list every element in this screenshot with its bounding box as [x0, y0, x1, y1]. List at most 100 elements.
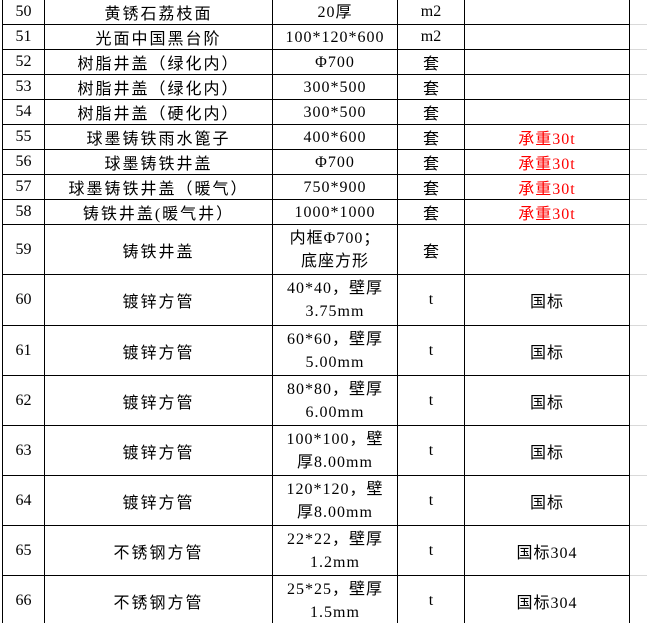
cell-unit[interactable]: 套 [397, 49, 465, 75]
sheet-margin-cell[interactable] [629, 199, 647, 225]
cell-remark[interactable]: 承重30t [464, 174, 630, 200]
cell-row-number[interactable]: 60 [2, 274, 45, 326]
cell-specification[interactable]: 750*900 [272, 174, 398, 200]
cell-remark[interactable]: 承重30t [464, 199, 630, 225]
cell-specification[interactable]: Φ700 [272, 149, 398, 175]
cell-row-number[interactable]: 50 [2, 0, 45, 25]
cell-item-name[interactable]: 树脂井盖（硬化内） [44, 99, 273, 125]
cell-item-name[interactable]: 树脂井盖（绿化内） [44, 49, 273, 75]
cell-specification[interactable]: 内框Φ700； 底座方形 [272, 224, 398, 275]
cell-specification[interactable]: 40*40，壁厚 3.75mm [272, 274, 398, 326]
sheet-margin-cell[interactable] [629, 425, 647, 476]
cell-unit[interactable]: 套 [397, 174, 465, 200]
cell-row-number[interactable]: 64 [2, 475, 45, 526]
cell-unit[interactable]: t [397, 475, 465, 526]
cell-specification[interactable]: 80*80，壁厚 6.00mm [272, 375, 398, 426]
cell-specification[interactable]: 20厚 [272, 0, 398, 25]
cell-specification[interactable]: 22*22，壁厚 1.2mm [272, 525, 398, 576]
cell-unit[interactable]: 套 [397, 149, 465, 175]
cell-remark[interactable] [464, 49, 630, 75]
sheet-margin-cell[interactable] [629, 149, 647, 175]
sheet-margin-cell[interactable] [629, 99, 647, 125]
cell-row-number[interactable]: 53 [2, 74, 45, 100]
cell-row-number[interactable]: 66 [2, 575, 45, 623]
cell-row-number[interactable]: 55 [2, 124, 45, 150]
cell-item-name[interactable]: 球墨铸铁井盖（暖气） [44, 174, 273, 200]
cell-unit[interactable]: t [397, 375, 465, 426]
cell-row-number[interactable]: 52 [2, 49, 45, 75]
cell-remark[interactable]: 国标304 [464, 525, 630, 576]
cell-specification[interactable]: 100*120*600 [272, 24, 398, 50]
cell-specification[interactable]: 1000*1000 [272, 199, 398, 225]
cell-remark[interactable] [464, 99, 630, 125]
cell-item-name[interactable]: 不锈钢方管 [44, 525, 273, 576]
cell-specification[interactable]: 60*60，壁厚 5.00mm [272, 325, 398, 376]
sheet-margin-cell[interactable] [629, 224, 647, 275]
cell-item-name[interactable]: 镀锌方管 [44, 475, 273, 526]
cell-row-number[interactable]: 62 [2, 375, 45, 426]
cell-unit[interactable]: m2 [397, 0, 465, 25]
cell-specification[interactable]: 400*600 [272, 124, 398, 150]
cell-unit[interactable]: t [397, 575, 465, 623]
cell-unit[interactable]: t [397, 274, 465, 326]
cell-remark[interactable]: 国标 [464, 475, 630, 526]
sheet-margin-cell[interactable] [629, 0, 647, 25]
cell-unit[interactable]: 套 [397, 99, 465, 125]
cell-remark[interactable] [464, 74, 630, 100]
sheet-margin-cell[interactable] [629, 325, 647, 376]
cell-row-number[interactable]: 65 [2, 525, 45, 576]
cell-row-number[interactable]: 61 [2, 325, 45, 376]
cell-unit[interactable]: 套 [397, 74, 465, 100]
cell-row-number[interactable]: 63 [2, 425, 45, 476]
cell-remark[interactable] [464, 24, 630, 50]
cell-specification[interactable]: 120*120，壁 厚8.00mm [272, 475, 398, 526]
cell-remark[interactable]: 国标 [464, 425, 630, 476]
cell-specification[interactable]: 300*500 [272, 99, 398, 125]
cell-remark[interactable]: 国标 [464, 325, 630, 376]
cell-item-name[interactable]: 镀锌方管 [44, 375, 273, 426]
sheet-margin-cell[interactable] [629, 375, 647, 426]
cell-specification[interactable]: Φ700 [272, 49, 398, 75]
cell-item-name[interactable]: 光面中国黑台阶 [44, 24, 273, 50]
cell-row-number[interactable]: 59 [2, 224, 45, 275]
cell-item-name[interactable]: 铸铁井盖(暖气井） [44, 199, 273, 225]
cell-unit[interactable]: 套 [397, 124, 465, 150]
cell-item-name[interactable]: 球墨铸铁雨水篦子 [44, 124, 273, 150]
cell-item-name[interactable]: 铸铁井盖 [44, 224, 273, 275]
sheet-margin-cell[interactable] [629, 74, 647, 100]
cell-item-name[interactable]: 镀锌方管 [44, 274, 273, 326]
sheet-margin-cell[interactable] [629, 575, 647, 623]
sheet-margin-cell[interactable] [629, 274, 647, 326]
cell-row-number[interactable]: 57 [2, 174, 45, 200]
cell-row-number[interactable]: 56 [2, 149, 45, 175]
cell-item-name[interactable]: 球墨铸铁井盖 [44, 149, 273, 175]
cell-item-name[interactable]: 不锈钢方管 [44, 575, 273, 623]
cell-item-name[interactable]: 镀锌方管 [44, 425, 273, 476]
cell-unit[interactable]: m2 [397, 24, 465, 50]
cell-row-number[interactable]: 58 [2, 199, 45, 225]
sheet-margin-cell[interactable] [629, 24, 647, 50]
sheet-margin-cell[interactable] [629, 525, 647, 576]
cell-remark[interactable]: 国标304 [464, 575, 630, 623]
cell-unit[interactable]: t [397, 325, 465, 376]
cell-remark[interactable]: 承重30t [464, 149, 630, 175]
cell-remark[interactable] [464, 224, 630, 275]
sheet-margin-cell[interactable] [629, 49, 647, 75]
cell-specification[interactable]: 100*100，壁 厚8.00mm [272, 425, 398, 476]
sheet-margin-cell[interactable] [629, 124, 647, 150]
cell-row-number[interactable]: 54 [2, 99, 45, 125]
cell-unit[interactable]: 套 [397, 224, 465, 275]
cell-specification[interactable]: 25*25，壁厚 1.5mm [272, 575, 398, 623]
sheet-margin-cell[interactable] [629, 475, 647, 526]
cell-specification[interactable]: 300*500 [272, 74, 398, 100]
cell-remark[interactable]: 承重30t [464, 124, 630, 150]
cell-remark[interactable]: 国标 [464, 375, 630, 426]
cell-row-number[interactable]: 51 [2, 24, 45, 50]
cell-item-name[interactable]: 树脂井盖（绿化内） [44, 74, 273, 100]
cell-unit[interactable]: 套 [397, 199, 465, 225]
sheet-margin-cell[interactable] [629, 174, 647, 200]
cell-unit[interactable]: t [397, 425, 465, 476]
cell-item-name[interactable]: 黄锈石荔枝面 [44, 0, 273, 25]
cell-remark[interactable]: 国标 [464, 274, 630, 326]
cell-item-name[interactable]: 镀锌方管 [44, 325, 273, 376]
